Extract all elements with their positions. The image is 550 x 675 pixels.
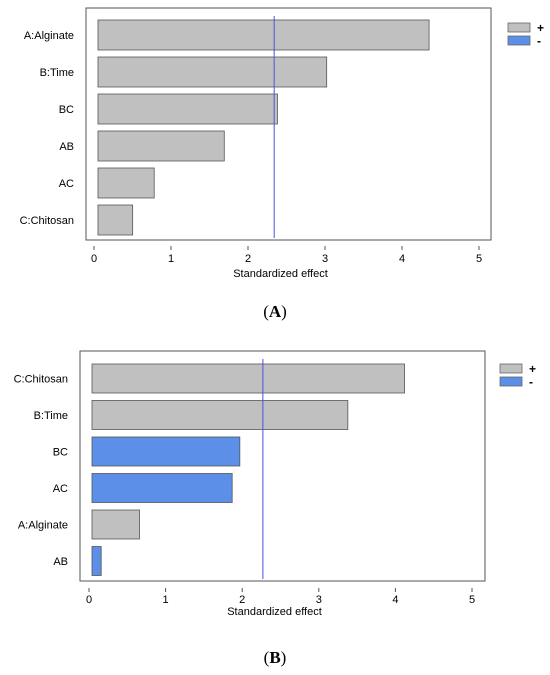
- bar-ab: [97, 130, 225, 162]
- legend-swatch-negative: [507, 35, 531, 46]
- category-label: BC: [59, 104, 74, 116]
- bar-bc: [97, 93, 278, 125]
- category-label: AB: [53, 556, 68, 568]
- x-tick-label: 5: [469, 594, 475, 606]
- bar-c-chitosan: [91, 363, 405, 394]
- panel-caption-b: (B): [263, 648, 287, 667]
- legend-label-negative: -: [537, 34, 541, 48]
- x-tick-label: 5: [476, 253, 482, 265]
- category-label: AB: [59, 141, 74, 153]
- panel-caption-a: (A): [263, 302, 287, 321]
- x-tick-label: 1: [163, 594, 169, 606]
- category-label: A:Alginate: [18, 520, 68, 532]
- x-tick-label: 2: [245, 253, 251, 265]
- legend-swatch-positive: [507, 22, 531, 33]
- bar-b-time: [91, 400, 349, 430]
- bar-bc: [91, 436, 241, 467]
- legend-label-positive: +: [537, 21, 544, 35]
- category-label: A:Alginate: [24, 30, 74, 42]
- bar-ab: [91, 546, 102, 576]
- chart-panel-b: C:Chitosan B:Time BC AC A:Alginate AB 0 1 2 3 4 5 St…: [14, 350, 536, 618]
- legend-swatch-positive: [499, 363, 523, 374]
- x-tick-label: 0: [91, 253, 97, 265]
- x-tick-label: 4: [392, 594, 398, 606]
- bar-a-alginate: [97, 19, 430, 51]
- bar-a-alginate: [91, 509, 140, 540]
- legend-label-positive: +: [529, 362, 536, 376]
- category-label: AC: [59, 178, 74, 190]
- x-tick-label: 3: [316, 594, 322, 606]
- x-axis-label: Standardized effect: [227, 606, 322, 618]
- legend-swatch-negative: [499, 376, 523, 387]
- bar-c-chitosan: [97, 204, 134, 236]
- legend-label-negative: -: [529, 375, 533, 389]
- panel-label-a: A: [268, 302, 282, 321]
- x-tick-label: 3: [322, 253, 328, 265]
- panel-label-b: B: [269, 648, 281, 667]
- chart-panel-a: A:Alginate B:Time BC AB AC C:Chitosan 0 1 2 3 4 5 St…: [20, 7, 544, 280]
- x-tick-label: 4: [399, 253, 405, 265]
- x-tick-label: 1: [168, 253, 174, 265]
- category-label: C:Chitosan: [20, 215, 74, 227]
- x-tick-label: 2: [239, 594, 245, 606]
- bar-ac: [91, 473, 233, 503]
- x-axis-label: Standardized effect: [233, 268, 328, 280]
- bar-b-time: [97, 56, 328, 88]
- x-tick-label: 0: [86, 594, 92, 606]
- category-label: B:Time: [40, 67, 74, 79]
- category-label: AC: [53, 483, 68, 495]
- category-label: C:Chitosan: [14, 374, 68, 386]
- category-label: BC: [53, 447, 68, 459]
- bar-ac: [97, 167, 155, 199]
- category-label: B:Time: [34, 410, 68, 422]
